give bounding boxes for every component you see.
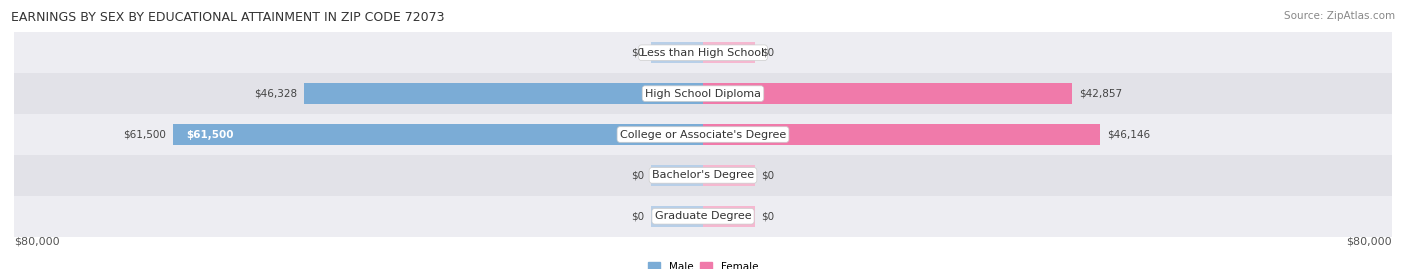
Text: $0: $0 (631, 48, 644, 58)
Bar (703, 42, 755, 63)
Text: $0: $0 (631, 211, 644, 221)
Bar (304, 83, 703, 104)
Text: $46,146: $46,146 (1108, 129, 1150, 140)
Text: Source: ZipAtlas.com: Source: ZipAtlas.com (1284, 11, 1395, 21)
Bar (703, 83, 1071, 104)
Bar (14, 73, 1392, 114)
Bar (703, 206, 755, 227)
Bar (14, 114, 1392, 155)
Text: College or Associate's Degree: College or Associate's Degree (620, 129, 786, 140)
Bar (14, 155, 1392, 196)
Bar (703, 165, 755, 186)
Bar (14, 32, 1392, 73)
Bar (703, 124, 1101, 145)
Text: $61,500: $61,500 (124, 129, 166, 140)
Text: $0: $0 (631, 170, 644, 180)
Text: $61,500: $61,500 (186, 129, 233, 140)
Bar (651, 42, 703, 63)
Text: $0: $0 (762, 211, 775, 221)
Text: $80,000: $80,000 (14, 237, 59, 247)
Text: High School Diploma: High School Diploma (645, 89, 761, 99)
Text: Bachelor's Degree: Bachelor's Degree (652, 170, 754, 180)
Text: $0: $0 (762, 48, 775, 58)
Legend: Male, Female: Male, Female (644, 258, 762, 269)
Text: $0: $0 (762, 170, 775, 180)
Bar (173, 124, 703, 145)
Text: $42,857: $42,857 (1078, 89, 1122, 99)
Text: EARNINGS BY SEX BY EDUCATIONAL ATTAINMENT IN ZIP CODE 72073: EARNINGS BY SEX BY EDUCATIONAL ATTAINMEN… (11, 11, 444, 24)
Text: Less than High School: Less than High School (641, 48, 765, 58)
Bar (651, 206, 703, 227)
Text: $46,328: $46,328 (254, 89, 297, 99)
Bar (14, 196, 1392, 237)
Bar (651, 165, 703, 186)
Text: Graduate Degree: Graduate Degree (655, 211, 751, 221)
Text: $80,000: $80,000 (1347, 237, 1392, 247)
